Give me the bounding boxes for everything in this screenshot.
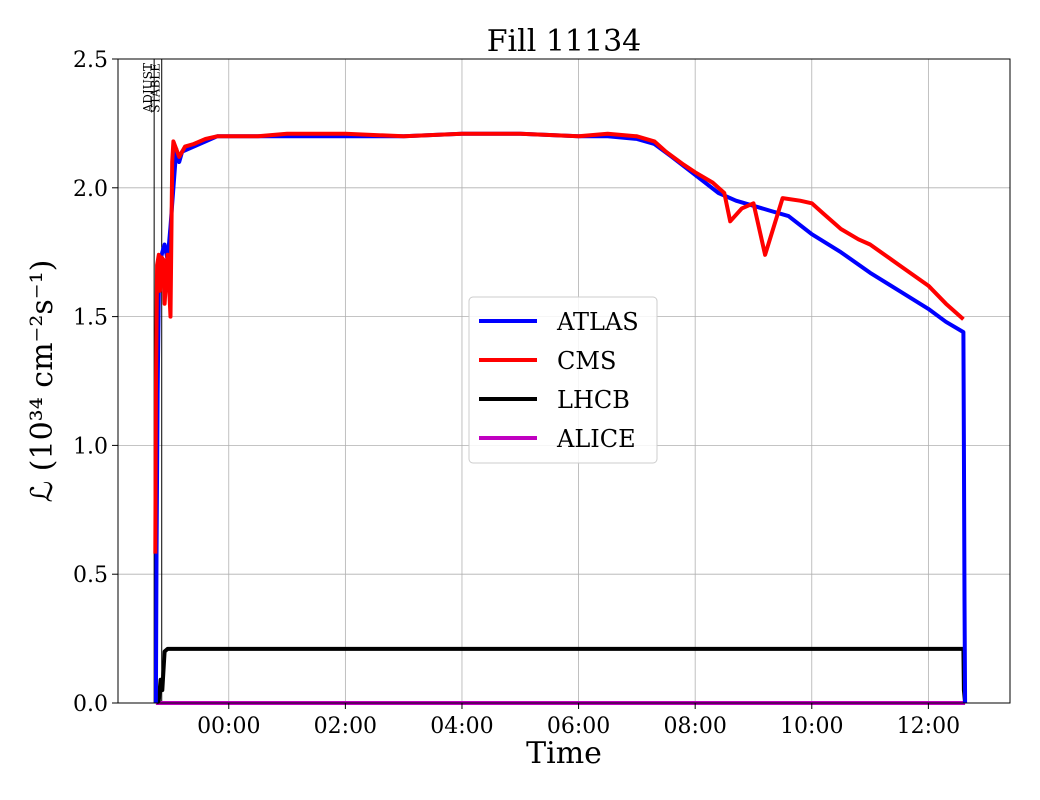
series-line-lhcb — [155, 646, 968, 705]
y-tick-label: 1.5 — [73, 306, 108, 331]
x-tick-label: 08:00 — [663, 714, 726, 739]
x-tick-label: 06:00 — [547, 714, 610, 739]
state-marker-label: STABLE — [149, 63, 163, 113]
legend-label-alice: ALICE — [556, 425, 636, 453]
x-tick-label: 12:00 — [897, 714, 960, 739]
x-tick-label: 04:00 — [430, 714, 493, 739]
y-tick-label: 0.0 — [73, 692, 108, 717]
y-tick-label: 2.5 — [73, 48, 108, 73]
plot-frame — [117, 58, 1011, 704]
x-axis-label: Time — [526, 736, 602, 771]
series-line-cms — [153, 131, 965, 554]
x-tick-label: 10:00 — [780, 714, 843, 739]
legend-label-atlas: ATLAS — [556, 308, 639, 336]
x-tick-label: 02:00 — [314, 714, 377, 739]
legend-box — [468, 296, 658, 464]
chart-title: Fill 11134 — [487, 24, 642, 59]
x-tick-label: 00:00 — [197, 714, 260, 739]
legend-label-lhcb: LHCB — [557, 386, 630, 414]
y-tick-label: 0.5 — [73, 563, 108, 588]
axis-ticks: 00:00 02:00 04:00 06:00 08:00 10:00 12:00 0.0 0.… — [73, 48, 960, 739]
legend: ATLAS CMS LHCB ALICE — [468, 296, 658, 464]
y-tick-label: 1.0 — [73, 434, 108, 459]
y-axis-label: ℒ (10³⁴ cm⁻²s⁻¹) — [25, 260, 60, 503]
y-tick-label: 2.0 — [73, 177, 108, 202]
legend-label-cms: CMS — [557, 347, 616, 375]
state-marker-label: ADJUST — [141, 63, 155, 113]
